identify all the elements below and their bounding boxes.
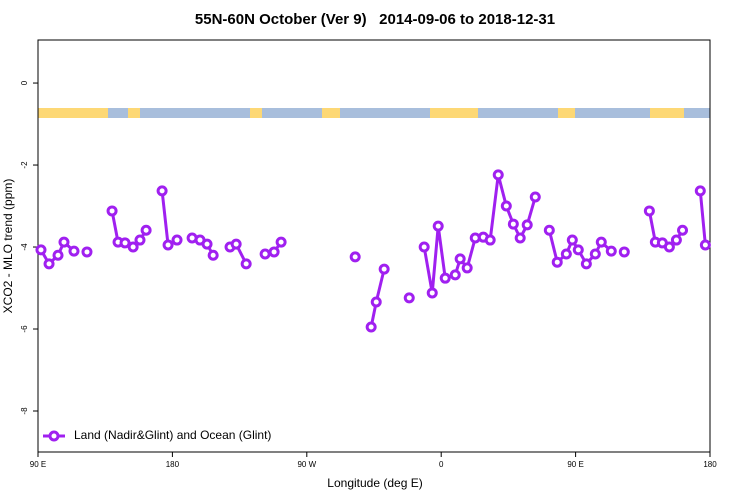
x-axis-label: Longitude (deg E): [327, 476, 422, 490]
y-tick-label: -8: [20, 407, 29, 415]
point: [52, 249, 64, 261]
point: [43, 258, 55, 270]
point: [643, 205, 655, 217]
point: [106, 205, 118, 217]
ocean-patch: [262, 108, 322, 118]
ocean-patch: [575, 108, 650, 118]
point: [201, 238, 213, 250]
point: [694, 185, 706, 197]
point: [543, 224, 555, 236]
point: [677, 224, 689, 236]
x-tick-label: 0: [439, 460, 444, 469]
point: [492, 169, 504, 181]
x-tick-label: 180: [703, 460, 717, 469]
map-strip: [38, 108, 710, 118]
x-tick-label: 90 W: [297, 460, 316, 469]
point: [461, 262, 473, 274]
legend-marker: [48, 430, 60, 442]
point: [699, 239, 711, 251]
y-tick-label: -6: [20, 325, 29, 333]
point: [572, 244, 584, 256]
point: [119, 237, 131, 249]
point: [514, 232, 526, 244]
point: [35, 244, 47, 256]
ocean-patch: [108, 108, 128, 118]
point: [156, 185, 168, 197]
point: [618, 246, 630, 258]
point: [268, 246, 280, 258]
y-axis-label: XCO2 - MLO trend (ppm): [1, 179, 15, 314]
point: [454, 253, 466, 265]
point: [403, 292, 415, 304]
point: [566, 234, 578, 246]
point: [521, 219, 533, 231]
y-tick-label: -4: [20, 243, 29, 251]
point: [171, 234, 183, 246]
point: [439, 272, 451, 284]
x-tick-label: 90 E: [30, 460, 46, 469]
legend-label: Land (Nadir&Glint) and Ocean (Glint): [74, 428, 271, 442]
point: [551, 256, 563, 268]
point: [81, 246, 93, 258]
ocean-patch: [140, 108, 250, 118]
point: [418, 241, 430, 253]
point: [605, 245, 617, 257]
x-tick-label: 90 E: [567, 460, 583, 469]
point: [207, 249, 219, 261]
point: [365, 321, 377, 333]
point: [426, 287, 438, 299]
point: [134, 234, 146, 246]
point: [595, 236, 607, 248]
ocean-patch: [478, 108, 558, 118]
point: [670, 234, 682, 246]
point: [370, 296, 382, 308]
chart-title: 55N-60N October (Ver 9) 2014-09-06 to 20…: [195, 11, 555, 28]
point: [589, 248, 601, 260]
point: [162, 239, 174, 251]
point: [500, 200, 512, 212]
point: [259, 248, 271, 260]
point: [68, 245, 80, 257]
ocean-patch: [340, 108, 430, 118]
point: [663, 241, 675, 253]
point: [580, 258, 592, 270]
point: [529, 191, 541, 203]
point: [140, 224, 152, 236]
x-tick-label: 180: [166, 460, 180, 469]
point: [507, 218, 519, 230]
ocean-patch: [684, 108, 710, 118]
y-tick-label: 0: [20, 80, 29, 85]
point: [240, 258, 252, 270]
point: [58, 236, 70, 248]
point: [449, 269, 461, 281]
point: [378, 263, 390, 275]
point: [560, 248, 572, 260]
point: [230, 238, 242, 250]
point: [127, 241, 139, 253]
y-tick-label: -2: [20, 161, 29, 169]
plot-frame: [37, 39, 711, 453]
point: [275, 236, 287, 248]
point: [484, 234, 496, 246]
point: [349, 251, 361, 263]
point: [432, 220, 444, 232]
